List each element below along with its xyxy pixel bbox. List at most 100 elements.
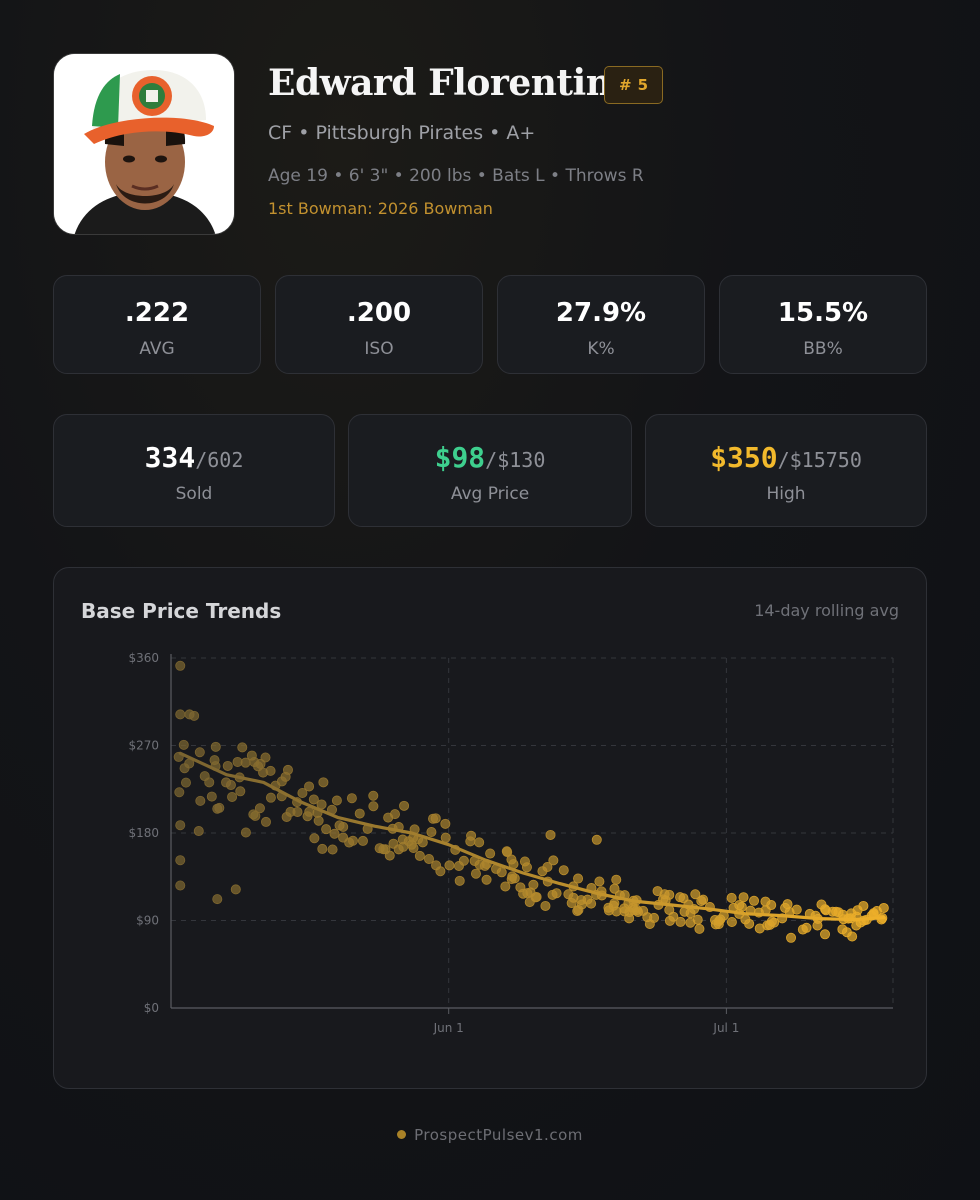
sale-point	[414, 850, 425, 861]
sale-point	[466, 830, 477, 841]
market-card-high: $350/$15750 High	[645, 414, 927, 527]
y-tick-label: $180	[128, 826, 159, 840]
sale-point	[194, 747, 205, 758]
footer-brand: ProspectPulsev1.com	[0, 1126, 980, 1144]
sale-point	[698, 894, 709, 905]
sale-point	[878, 902, 889, 913]
sale-point	[240, 827, 251, 838]
sale-point	[594, 876, 605, 887]
market-label: Sold	[175, 484, 213, 504]
sale-point	[209, 755, 220, 766]
sale-point	[664, 889, 675, 900]
rank-number: 5	[637, 76, 648, 94]
high-price: $350	[710, 441, 778, 474]
sale-point	[354, 808, 365, 819]
sale-point	[440, 832, 451, 843]
brand-dot-icon	[397, 1130, 407, 1139]
listed-count: 602	[207, 448, 244, 472]
sale-point	[346, 793, 357, 804]
sale-point	[357, 835, 368, 846]
sale-point	[458, 855, 469, 866]
sale-point	[308, 794, 319, 805]
sale-point	[184, 709, 195, 720]
sale-point	[542, 861, 553, 872]
sale-point	[858, 900, 869, 911]
sale-point	[193, 826, 204, 837]
sale-point	[558, 865, 569, 876]
x-tick-label: Jun 1	[433, 1021, 464, 1035]
price-trend-chart-card: Base Price Trends 14-day rolling avg $0 $…	[53, 567, 927, 1089]
sale-point	[260, 752, 271, 763]
sale-point	[406, 839, 417, 850]
stat-label: BB%	[803, 339, 843, 359]
sale-point	[225, 780, 236, 791]
sale-point	[690, 889, 701, 900]
sale-point	[210, 741, 221, 752]
sale-point	[368, 801, 379, 812]
sale-point	[734, 900, 745, 911]
market-card-sold: 334/602 Sold	[53, 414, 335, 527]
sale-point	[222, 760, 233, 771]
sale-point	[586, 898, 597, 909]
sale-point	[515, 882, 526, 893]
sale-point	[368, 790, 379, 801]
sale-point	[766, 900, 777, 911]
stat-value: 27.9%	[555, 298, 647, 328]
sale-point	[389, 809, 400, 820]
player-name: Edward Florentino	[268, 62, 635, 104]
footer-brand-text: ProspectPulsev1.com	[414, 1126, 583, 1144]
sale-point	[454, 875, 465, 886]
market-label: High	[766, 484, 806, 504]
sale-point	[713, 919, 724, 930]
sale-point	[175, 820, 186, 831]
sale-point	[254, 803, 265, 814]
sale-point	[820, 929, 831, 940]
chart-note: 14-day rolling avg	[754, 601, 899, 620]
sale-point	[250, 810, 261, 821]
y-tick-label: $360	[128, 651, 159, 665]
sale-point	[531, 891, 542, 902]
sale-point	[249, 757, 260, 768]
player-photo	[53, 53, 235, 235]
sale-point	[178, 739, 189, 750]
sale-point	[426, 827, 437, 838]
rolling-average-line	[178, 751, 886, 922]
sale-point	[175, 880, 186, 891]
sale-point	[694, 923, 705, 934]
sale-point	[327, 844, 338, 855]
sale-point	[749, 895, 760, 906]
sale-point	[175, 855, 186, 866]
stat-value: .200	[346, 298, 412, 328]
sale-point	[329, 828, 340, 839]
sale-point	[265, 792, 276, 803]
sale-point	[540, 900, 551, 911]
sale-point	[786, 932, 797, 943]
sale-point	[331, 795, 342, 806]
stat-value: 15.5%	[777, 298, 869, 328]
sale-point	[649, 912, 660, 923]
sale-point	[195, 795, 206, 806]
sale-point	[481, 874, 492, 885]
sale-point	[609, 898, 620, 909]
sale-point	[668, 911, 679, 922]
avg-price-secondary: $130	[497, 448, 546, 472]
stat-label: ISO	[364, 339, 394, 359]
sale-point	[573, 873, 584, 884]
sale-point	[318, 777, 329, 788]
sale-point	[847, 931, 858, 942]
stat-label: K%	[587, 339, 615, 359]
x-tick-label: Jul 1	[712, 1021, 739, 1035]
y-tick-label: $0	[144, 1001, 159, 1015]
sale-point	[470, 868, 481, 879]
sale-point	[545, 829, 556, 840]
sale-point	[428, 813, 439, 824]
price-trend-chart: $0 $90 $180 $270 $360 Jun 1 Jul 1	[128, 651, 894, 1035]
sale-point	[265, 765, 276, 776]
sale-point	[548, 855, 559, 866]
sale-point	[297, 788, 308, 799]
sale-point	[675, 916, 686, 927]
market-label: Avg Price	[450, 484, 530, 504]
sale-point	[237, 742, 248, 753]
sale-point	[212, 803, 223, 814]
sale-point	[302, 811, 313, 822]
